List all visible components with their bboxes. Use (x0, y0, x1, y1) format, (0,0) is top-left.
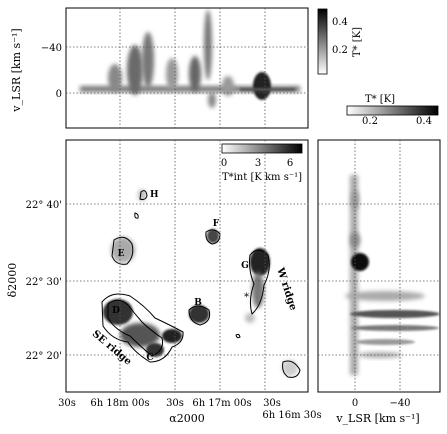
xtick-label: 6h 18m 00s (90, 398, 149, 409)
contour-F (205, 229, 221, 245)
colorbar-tick: 0.2 (362, 116, 378, 127)
pv-feature (189, 56, 201, 92)
emission-E (111, 237, 135, 263)
emission-F (207, 229, 219, 243)
emission-faint (282, 360, 298, 376)
source-label: E (118, 249, 125, 259)
main-map-panel: H E F G D B C W ridge SE ridge * 0 3 6 T… (6, 139, 322, 425)
source-label: C (146, 353, 153, 363)
contour-H (139, 190, 148, 201)
top-pv-panel: −40 0 v_LSR [km s⁻¹] (10, 7, 309, 129)
xtick-label: 0 (352, 398, 358, 409)
contour-E (111, 236, 134, 265)
ytick-label: 22° 30' (26, 277, 62, 288)
top-colorbar: 0.4 0.2 T* [K] (317, 8, 363, 75)
emission-lane (350, 175, 358, 375)
pv-feature (253, 72, 271, 100)
top-pv-yticks: −40 0 (41, 43, 62, 100)
colorbar-tick: 0.4 (332, 17, 348, 28)
contour-SE-outer (101, 293, 184, 363)
ytick-label: −40 (41, 43, 62, 54)
pv-feature (208, 92, 216, 108)
top-pv-emission (80, 10, 300, 108)
colorbar-gradient (317, 8, 328, 75)
top-pv-ylabel: v_LSR [km s⁻¹] (10, 28, 23, 112)
xtick-label: 30s (263, 398, 281, 409)
colorbar-tick: 6 (287, 158, 293, 169)
source-label: G (241, 261, 249, 271)
map-grid (66, 140, 308, 392)
contour-SE-inner (107, 299, 163, 357)
xtick-label: 30s (58, 398, 76, 409)
map-ylabel: δ2000 (6, 263, 19, 298)
xtick-label: 30s (166, 398, 184, 409)
right-pv-xticks: 0 −40 (352, 398, 411, 409)
top-pv-frame (65, 7, 309, 129)
colorbar-gradient (346, 105, 439, 116)
pv-feature (222, 76, 234, 96)
colorbar-label: T* [K] (365, 94, 395, 105)
colorbar-tick: 0.2 (332, 45, 348, 56)
source-label: H (150, 190, 159, 200)
source-label: F (213, 219, 220, 229)
emission-knot (162, 329, 182, 343)
ytick-label: 22° 40' (26, 200, 62, 211)
map-emission (103, 189, 298, 376)
right-pv-xlabel: v_LSR [km s⁻¹] (335, 412, 419, 425)
pv-feature (350, 310, 440, 318)
star-marker: * (244, 292, 249, 303)
ytick-label: 0 (56, 89, 62, 100)
pv-feature (351, 325, 439, 331)
emission-B (189, 305, 209, 323)
emission-G (250, 248, 270, 276)
contour-small (235, 333, 241, 339)
xtick-label: −40 (389, 398, 410, 409)
source-label: B (194, 298, 202, 308)
xtick-label: 6h 16m 30s (262, 410, 321, 421)
pv-feature (204, 10, 212, 80)
pv-feature (355, 339, 415, 345)
colorbar-label: T* [K] (352, 27, 363, 57)
map-colorbar: 0 3 6 T*int [K km s⁻¹] (221, 143, 303, 183)
contour-small (134, 212, 139, 219)
contour-faint (282, 360, 301, 378)
source-labels: H E F G D B C (112, 190, 249, 363)
pv-feature (351, 253, 369, 271)
emission-C (146, 343, 164, 357)
pv-feature (350, 232, 360, 248)
emission-faint (245, 313, 255, 323)
map-contours (101, 190, 301, 378)
pv-feature (142, 32, 154, 88)
colorbar-label: T*int [K km s⁻¹] (222, 172, 302, 183)
right-pv-grid (318, 140, 440, 392)
emission-D (103, 299, 133, 325)
pv-feature (108, 64, 122, 92)
colorbar-gradient (221, 143, 303, 154)
pv-feature (358, 352, 402, 358)
pv-feature (240, 88, 295, 91)
top-pv-grid (66, 8, 308, 128)
right-pv-frame (317, 139, 441, 393)
colorbar-tick: 3 (255, 158, 261, 169)
ytick-label: 22° 20' (26, 351, 62, 362)
emission-lane (80, 86, 300, 92)
right-pv-panel: 0 −40 v_LSR [km s⁻¹] (317, 139, 441, 425)
pv-feature (345, 291, 425, 301)
colorbar-tick: 0 (221, 158, 227, 169)
map-xlabel: α2000 (169, 412, 204, 425)
map-xticks: 30s 6h 18m 00s 30s 6h 17m 00s 30s 6h 16m… (58, 398, 322, 421)
pv-feature (127, 45, 143, 95)
xtick-label: 6h 17m 00s (192, 398, 251, 409)
contour-G-ridge (249, 249, 270, 315)
right-colorbar: T* [K] 0.2 0.4 (346, 94, 439, 127)
map-yticks: 22° 40' 22° 30' 22° 20' (26, 200, 62, 362)
source-label: D (112, 306, 120, 316)
contour-B (188, 305, 211, 326)
pv-feature (166, 58, 178, 90)
colorbar-tick: 0.4 (416, 116, 432, 127)
emission-W-ridge (252, 272, 264, 308)
